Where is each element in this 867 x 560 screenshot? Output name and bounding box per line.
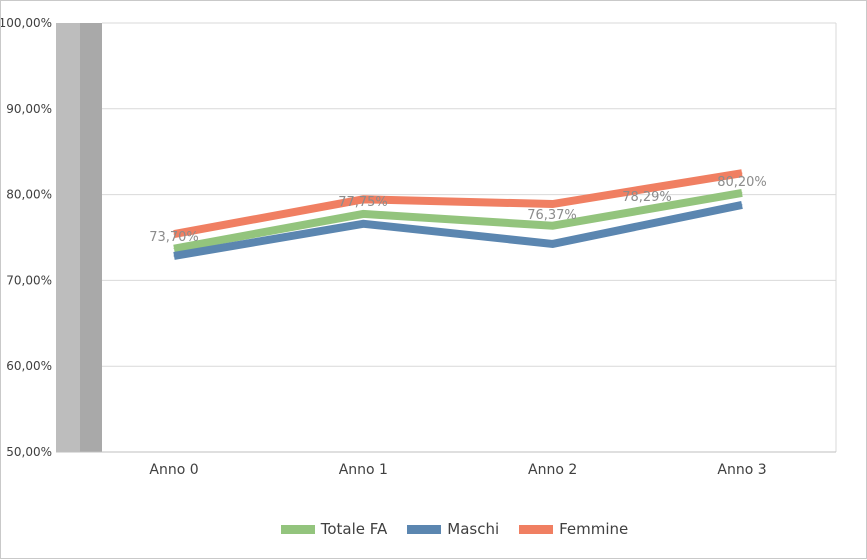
data-point xyxy=(741,172,743,174)
y-tick-label: 100,00% xyxy=(1,16,52,30)
data-label: 76,37% xyxy=(527,208,577,223)
legend-swatch xyxy=(280,524,315,534)
legend-label: Totale FA xyxy=(320,520,388,538)
axis-side-wall xyxy=(56,23,80,452)
legend-item: Maschi xyxy=(407,520,499,538)
legend: Totale FA Maschi Femmine xyxy=(1,520,867,538)
y-tick-label: 70,00% xyxy=(6,273,52,287)
x-tick-label: Anno 3 xyxy=(717,462,766,478)
axis-side-wall-inner xyxy=(80,23,102,452)
data-point xyxy=(173,248,175,250)
y-tick-label: 60,00% xyxy=(6,359,52,373)
y-tick-label: 50,00% xyxy=(6,445,52,459)
y-tick-label: 90,00% xyxy=(6,102,52,116)
legend-item: Totale FA xyxy=(280,520,388,538)
data-point xyxy=(362,223,364,225)
data-point xyxy=(173,255,175,257)
y-tick-label: 80,00% xyxy=(6,188,52,202)
data-label: 77,75% xyxy=(338,195,388,210)
data-point xyxy=(741,204,743,206)
legend-item: Femmine xyxy=(519,520,628,538)
legend-label: Femmine xyxy=(559,520,629,538)
data-point xyxy=(173,233,175,235)
data-point xyxy=(552,225,554,227)
legend-label: Maschi xyxy=(447,520,500,538)
legend-swatch xyxy=(407,524,442,534)
series-line-totale-fa xyxy=(173,188,743,253)
x-tick-label: Anno 0 xyxy=(149,462,198,478)
data-point xyxy=(362,213,364,215)
data-point xyxy=(552,243,554,245)
x-tick-label: Anno 1 xyxy=(339,462,388,478)
x-tick-label: Anno 2 xyxy=(528,462,577,478)
data-point xyxy=(552,203,554,205)
data-label: 73,70% xyxy=(149,230,199,245)
legend-swatch xyxy=(519,524,554,534)
data-point xyxy=(362,198,364,200)
data-point xyxy=(741,192,743,194)
data-label: 80,20% xyxy=(717,175,767,190)
data-label: 78,29% xyxy=(622,190,672,205)
series-line-femmine xyxy=(173,169,743,239)
series-line-maschi xyxy=(173,200,743,260)
